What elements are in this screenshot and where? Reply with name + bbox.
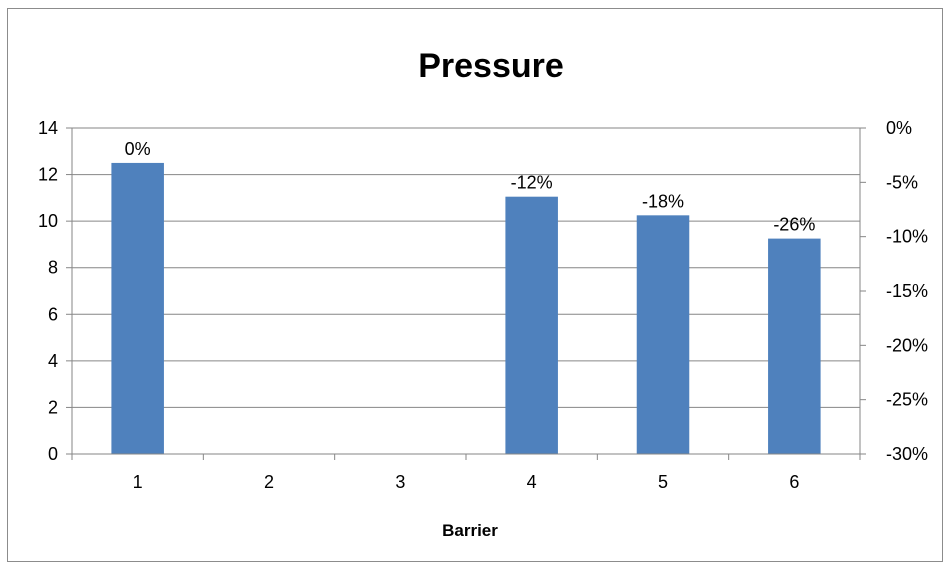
bar [111, 162, 164, 454]
data-label: -12% [511, 173, 553, 193]
x-tick-label: 3 [395, 472, 405, 492]
bar [768, 238, 821, 454]
axes [66, 127, 866, 460]
y-tick-label: 2 [48, 397, 58, 417]
x-tick-label: 2 [264, 472, 274, 492]
y2-tick-label: -5% [886, 172, 918, 192]
y2-tick-label: -20% [886, 335, 928, 355]
y-tick-label: 6 [48, 304, 58, 324]
data-label: -26% [773, 215, 815, 235]
data-label: -18% [642, 191, 684, 211]
y2-tick-label: -30% [886, 444, 928, 464]
y-tick-label: 8 [48, 258, 58, 278]
chart-frame: Pressure 0 2 4 6 8 10 12 14 -30% -25% -20% -15% -10%… [7, 8, 943, 562]
y2-tick-label: -10% [886, 227, 928, 247]
x-tick-label: 5 [658, 472, 668, 492]
x-axis-title: Barrier [442, 521, 498, 540]
y-tick-label: 0 [48, 444, 58, 464]
gridlines [72, 127, 860, 408]
chart-title: Pressure [418, 47, 564, 85]
y-tick-label: 14 [38, 118, 58, 138]
bar-chart: Pressure 02468101214-30%-25%-20%-15%-10%… [38, 47, 928, 540]
x-tick-label: 6 [789, 472, 799, 492]
y2-tick-label: 0% [886, 118, 912, 138]
y2-tick-label: -25% [886, 390, 928, 410]
y-tick-label: 12 [38, 165, 58, 185]
bar [636, 215, 690, 454]
y-tick-label: 10 [38, 211, 58, 231]
data-label: 0% [125, 139, 151, 159]
y-tick-label: 4 [48, 351, 58, 371]
bar [505, 196, 558, 454]
y2-tick-label: -15% [886, 281, 928, 301]
x-tick-label: 1 [133, 472, 143, 492]
x-tick-label: 4 [527, 472, 537, 492]
bars [111, 162, 821, 454]
